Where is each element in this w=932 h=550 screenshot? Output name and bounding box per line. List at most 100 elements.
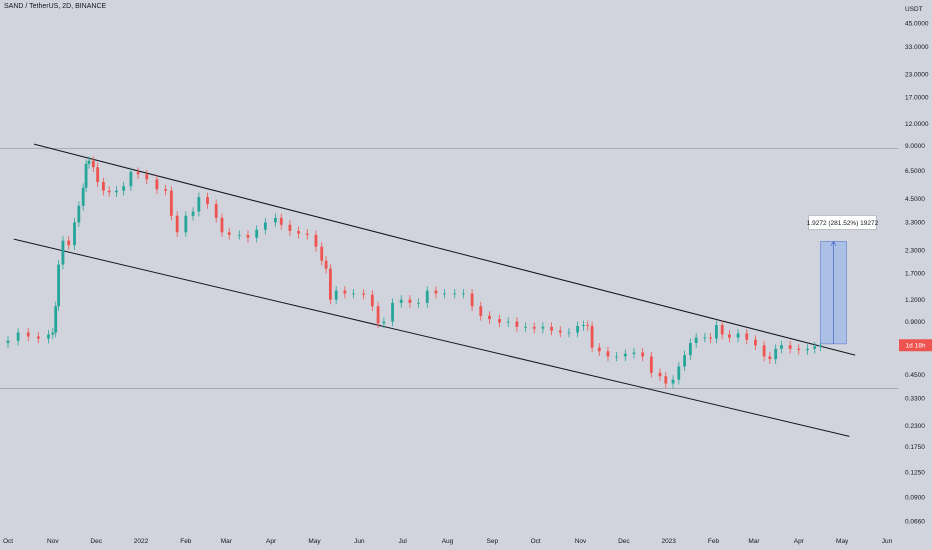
candle-body <box>774 348 778 360</box>
candle-body <box>136 171 140 175</box>
y-tick-label: 0.0900 <box>905 495 925 502</box>
candle-body <box>754 339 757 346</box>
price-badge-label: 1d 18h <box>906 343 926 350</box>
candle-body <box>780 345 783 349</box>
x-tick-label: Dec <box>618 538 630 545</box>
candle-body <box>399 299 403 303</box>
candle-body <box>370 294 374 307</box>
x-tick-label: Nov <box>47 538 59 545</box>
x-axis: Oct Nov Dec 2022 Feb Mar Apr May Jun Jul Aug Sep Oct… <box>3 538 893 545</box>
candle-body <box>107 190 111 193</box>
y-tick-label: 45.0000 <box>905 20 929 27</box>
candle-body <box>797 348 801 351</box>
candle-body <box>688 342 692 356</box>
candle-body <box>237 234 241 236</box>
candle-body <box>184 215 188 233</box>
candle-body <box>73 222 76 246</box>
candle-body <box>443 293 447 295</box>
candle-body <box>664 376 668 384</box>
candle-body <box>715 325 718 339</box>
candle-body <box>26 332 30 337</box>
y-axis: USDT 45.0000 33.0000 23.0000 17.0000 12.0000 9… <box>905 6 929 525</box>
y-tick-label: 2.3000 <box>905 247 925 254</box>
candle-body <box>288 224 292 231</box>
y-tick-label: 33.0000 <box>905 44 929 51</box>
candle-body <box>576 325 580 333</box>
candle-body <box>376 306 380 324</box>
candle-body <box>343 290 347 294</box>
x-tick-label: Aug <box>442 538 454 545</box>
x-tick-label: Mar <box>221 538 233 545</box>
y-tick-label: 0.0660 <box>905 518 925 525</box>
candle-body <box>425 290 429 303</box>
candle-body <box>115 190 118 193</box>
candle-body <box>191 211 195 216</box>
candle-body <box>362 293 366 295</box>
y-tick-label: 23.0000 <box>905 72 929 79</box>
candle-body <box>334 290 338 300</box>
candle-body <box>297 230 300 234</box>
x-tick-label: Apr <box>794 538 805 545</box>
y-tick-label: 6.5000 <box>905 168 925 175</box>
candle-body <box>479 306 483 316</box>
candle-body <box>567 332 571 334</box>
candle-body <box>606 351 610 357</box>
candle-body <box>197 197 201 212</box>
candle-body <box>813 346 817 349</box>
candle-body <box>703 337 707 339</box>
candle-body <box>382 321 386 324</box>
candle-body <box>54 306 58 333</box>
candle-body <box>320 246 324 261</box>
candle-body <box>175 215 179 233</box>
x-tick-label: 2022 <box>134 538 149 545</box>
y-tick-label: 1.2000 <box>905 297 925 304</box>
x-tick-label: May <box>836 538 849 545</box>
candle-body <box>155 179 159 190</box>
candle-body <box>720 325 724 335</box>
y-tick-label: 12.0000 <box>905 121 929 128</box>
x-tick-label: Mar <box>748 538 760 545</box>
candle-body <box>819 345 822 347</box>
candle-body <box>328 268 332 300</box>
candle-body <box>462 293 465 295</box>
candle-body <box>417 302 420 304</box>
candle-body <box>709 337 713 339</box>
y-tick-label: 0.4500 <box>905 372 925 379</box>
candle-body <box>434 290 438 294</box>
candle-body <box>590 325 594 348</box>
trendlines <box>13 143 856 437</box>
measure-tool: 1.9272 (281.52%) 19272 <box>807 215 879 345</box>
x-tick-label: Oct <box>3 538 13 545</box>
price-badge-bg <box>899 339 932 352</box>
candle-body <box>632 352 636 354</box>
candle-body <box>641 352 645 357</box>
y-tick-label: 1.7000 <box>905 270 925 277</box>
price-badge: 1d 18h <box>899 339 932 352</box>
candle-body <box>498 319 501 323</box>
x-tick-label: Oct <box>531 538 541 545</box>
candle-body <box>597 347 601 352</box>
candle-body <box>169 190 173 216</box>
candle-body <box>515 321 519 327</box>
candle-body <box>279 217 283 225</box>
candle-body <box>581 325 585 326</box>
candle-body <box>470 293 474 307</box>
candle-body <box>768 356 772 360</box>
candle-body <box>227 232 231 235</box>
candle-body <box>81 187 85 206</box>
x-tick-label: Nov <box>575 538 587 545</box>
candle-body <box>683 355 686 367</box>
candle-body <box>728 334 731 338</box>
candle-body <box>274 217 277 223</box>
chart-title: SAND / TetherUS, 2D, BINANCE <box>4 3 107 10</box>
candle-body <box>305 233 309 235</box>
candle-body <box>788 345 792 349</box>
candle-body <box>615 356 619 358</box>
candle-body <box>541 326 545 329</box>
candle-body <box>391 302 394 322</box>
candle-body <box>532 326 536 329</box>
candle-body <box>122 186 126 191</box>
measure-arrow-head <box>830 240 837 246</box>
candle-body <box>558 330 562 333</box>
